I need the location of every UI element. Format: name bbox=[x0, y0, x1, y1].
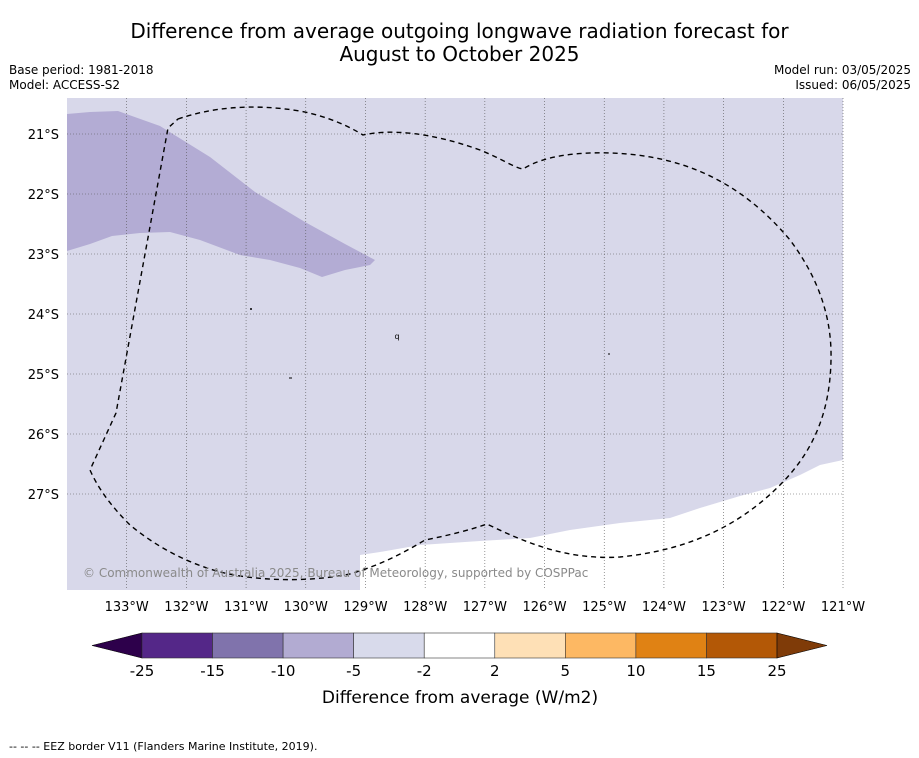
longitude-tick-label: 124°W bbox=[642, 600, 686, 615]
model-name: Model: ACCESS-S2 bbox=[9, 78, 121, 92]
longitude-tick-label: 123°W bbox=[702, 600, 746, 615]
longitude-tick-label: 122°W bbox=[761, 600, 805, 615]
colorbar-segment bbox=[494, 632, 566, 659]
latitude-tick-label: 23°S bbox=[28, 248, 59, 263]
colorbar-tick-label: 10 bbox=[626, 662, 645, 680]
latitude-labels: 21°S 22°S 23°S 24°S 25°S 26°S 27°S bbox=[28, 128, 59, 503]
colorbar-segment bbox=[353, 632, 425, 659]
colorbar-segment bbox=[423, 632, 496, 659]
colorbar-over-arrow bbox=[776, 632, 828, 659]
base-period: Base period: 1981-2018 bbox=[9, 63, 154, 77]
longitude-tick-label: 131°W bbox=[224, 600, 268, 615]
island-label: q bbox=[394, 332, 399, 341]
colorbar-tick-label: -2 bbox=[417, 662, 432, 680]
colorbar-tick-label: -25 bbox=[130, 662, 155, 680]
longitude-tick-label: 127°W bbox=[463, 600, 507, 615]
colorbar-segment bbox=[282, 632, 354, 659]
colorbar: -25 -15 -10 -5 -2 2 5 10 15 25 bbox=[91, 632, 828, 680]
longitude-tick-label: 129°W bbox=[343, 600, 387, 615]
colorbar-segment bbox=[141, 632, 213, 659]
island-marker bbox=[250, 308, 252, 310]
chart-title-line-1: Difference from average outgoing longwav… bbox=[130, 19, 789, 43]
colorbar-tick-label: -5 bbox=[346, 662, 361, 680]
longitude-tick-label: 133°W bbox=[105, 600, 149, 615]
latitude-tick-label: 21°S bbox=[28, 128, 59, 143]
colorbar-segment bbox=[706, 632, 778, 659]
model-run: Model run: 03/05/2025 bbox=[773, 63, 911, 77]
longitude-tick-label: 126°W bbox=[522, 600, 566, 615]
colorbar-tick-label: 2 bbox=[490, 662, 500, 680]
colorbar-tick-label: 25 bbox=[767, 662, 786, 680]
eez-footnote: -- -- -- EEZ border V11 (Flanders Marine… bbox=[9, 740, 318, 753]
longitude-tick-label: 125°W bbox=[582, 600, 626, 615]
longitude-tick-label: 121°W bbox=[821, 600, 865, 615]
latitude-tick-label: 24°S bbox=[28, 308, 59, 323]
gridlines bbox=[67, 98, 844, 590]
longitude-labels: 133°W 132°W 131°W 130°W 129°W 128°W 127°W 126°W… bbox=[105, 600, 866, 615]
colorbar-tick-label: 15 bbox=[697, 662, 716, 680]
longitude-tick-label: 130°W bbox=[284, 600, 328, 615]
eez-border bbox=[89, 106, 832, 581]
chart-title-line-2: August to October 2025 bbox=[339, 42, 580, 66]
latitude-tick-label: 27°S bbox=[28, 488, 59, 503]
colorbar-tick-label: -10 bbox=[271, 662, 296, 680]
colorbar-under-arrow bbox=[91, 632, 143, 659]
neutral-region bbox=[360, 460, 843, 590]
colorbar-segment bbox=[565, 632, 637, 659]
colorbar-tick-label: -15 bbox=[200, 662, 225, 680]
anomaly-region bbox=[67, 111, 375, 277]
colorbar-label: Difference from average (W/m2) bbox=[322, 688, 598, 708]
copyright-notice: © Commonwealth of Australia 2025, Bureau… bbox=[83, 566, 588, 580]
latitude-tick-label: 26°S bbox=[28, 428, 59, 443]
latitude-tick-label: 25°S bbox=[28, 368, 59, 383]
longitude-tick-label: 128°W bbox=[403, 600, 447, 615]
latitude-tick-label: 22°S bbox=[28, 188, 59, 203]
colorbar-segment bbox=[635, 632, 707, 659]
longitude-tick-label: 132°W bbox=[164, 600, 208, 615]
colorbar-segment bbox=[212, 632, 284, 659]
colorbar-tick-label: 5 bbox=[561, 662, 571, 680]
issued-date: Issued: 06/05/2025 bbox=[795, 78, 911, 92]
